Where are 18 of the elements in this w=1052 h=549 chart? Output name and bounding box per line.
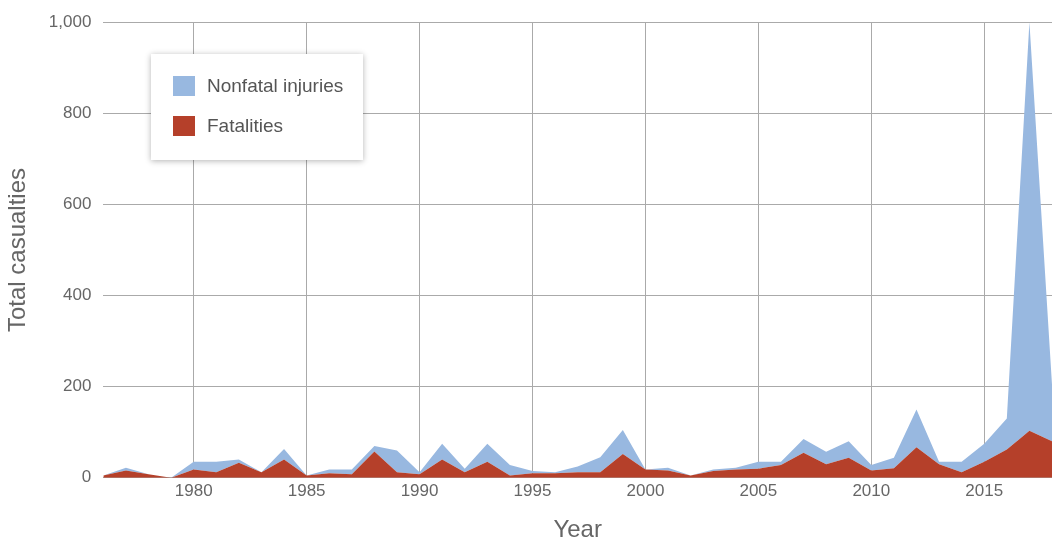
y-tick-label: 0 — [81, 467, 92, 487]
x-tick-label: 1990 — [400, 480, 439, 500]
y-tick-label: 800 — [62, 103, 92, 123]
legend-label: Fatalities — [207, 115, 284, 137]
x-tick-label: 1980 — [174, 480, 213, 500]
x-tick-label: 2000 — [626, 480, 665, 500]
y-tick-label: 1,000 — [48, 11, 92, 31]
x-tick-label: 1985 — [287, 480, 326, 500]
x-tick-label: 2010 — [852, 480, 891, 500]
y-tick-label: 400 — [62, 285, 92, 305]
y-tick-label: 200 — [62, 376, 92, 396]
x-axis-title: Year — [553, 515, 602, 543]
y-tick-label: 600 — [62, 194, 92, 214]
x-tick-label: 2015 — [965, 480, 1004, 500]
x-tick-label: 1995 — [513, 480, 552, 500]
y-axis-title: Total casualties — [3, 167, 31, 333]
x-tick-label: 2005 — [739, 480, 778, 500]
legend-label: Nonfatal injuries — [207, 75, 344, 97]
